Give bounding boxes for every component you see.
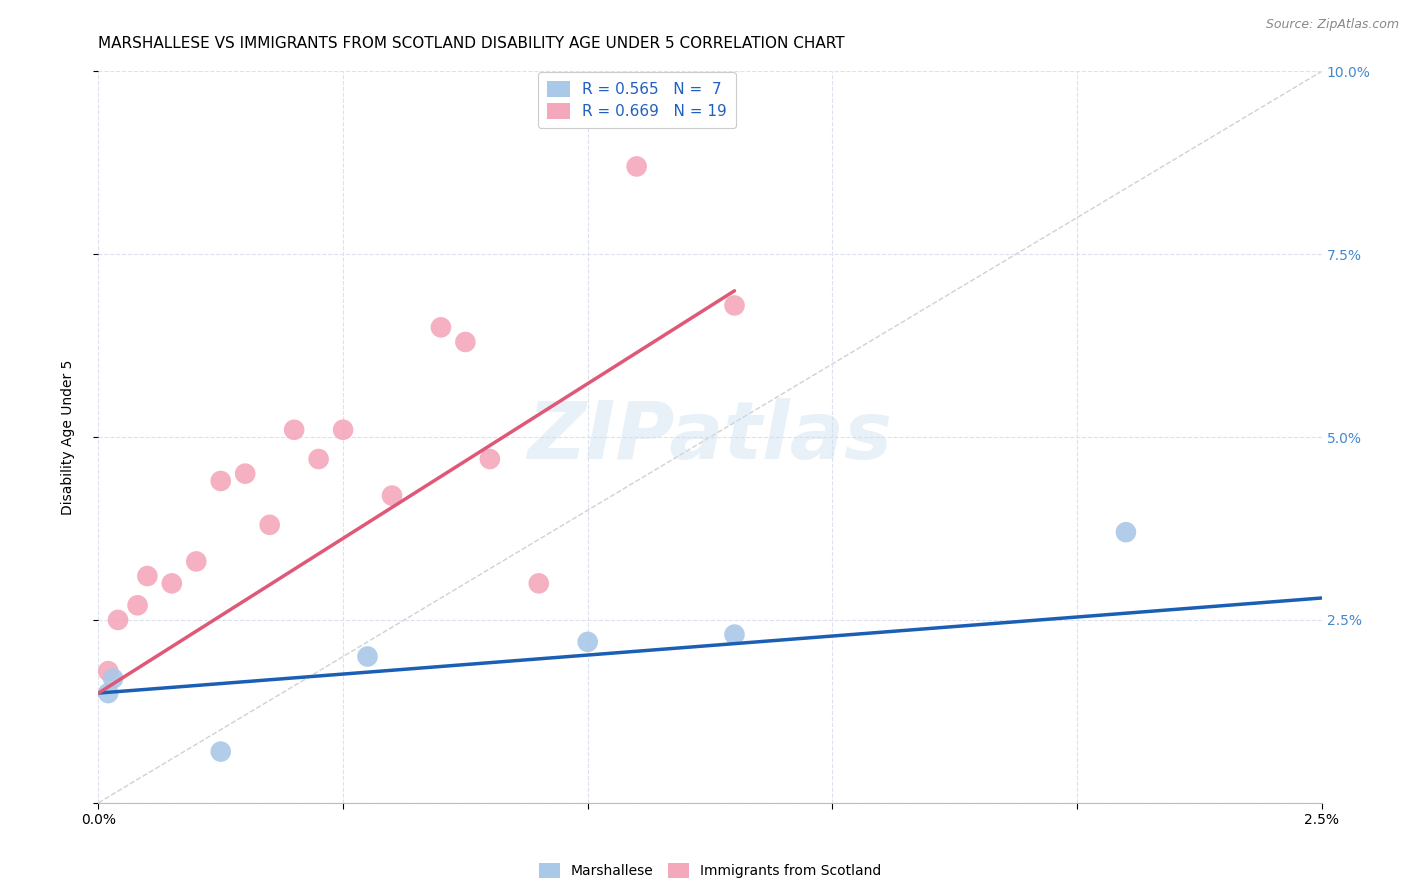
- Point: [97, 686, 120, 700]
- Point: [308, 452, 330, 467]
- Point: [101, 672, 124, 686]
- Point: [527, 576, 550, 591]
- Point: [136, 569, 159, 583]
- Point: [478, 452, 501, 467]
- Point: [209, 474, 232, 488]
- Text: ZIPatlas: ZIPatlas: [527, 398, 893, 476]
- Point: [97, 664, 120, 678]
- Point: [430, 320, 453, 334]
- Point: [160, 576, 183, 591]
- Y-axis label: Disability Age Under 5: Disability Age Under 5: [60, 359, 75, 515]
- Point: [259, 517, 281, 532]
- Point: [283, 423, 305, 437]
- Legend: Marshallese, Immigrants from Scotland: Marshallese, Immigrants from Scotland: [534, 858, 886, 884]
- Point: [233, 467, 256, 481]
- Point: [209, 745, 232, 759]
- Point: [381, 489, 404, 503]
- Point: [454, 334, 477, 349]
- Point: [127, 599, 149, 613]
- Point: [186, 554, 208, 568]
- Text: Source: ZipAtlas.com: Source: ZipAtlas.com: [1265, 18, 1399, 31]
- Point: [723, 627, 745, 641]
- Point: [576, 635, 599, 649]
- Text: MARSHALLESE VS IMMIGRANTS FROM SCOTLAND DISABILITY AGE UNDER 5 CORRELATION CHART: MARSHALLESE VS IMMIGRANTS FROM SCOTLAND …: [98, 36, 845, 51]
- Point: [332, 423, 354, 437]
- Point: [626, 160, 648, 174]
- Point: [723, 298, 745, 312]
- Point: [356, 649, 378, 664]
- Point: [1115, 525, 1137, 540]
- Point: [107, 613, 129, 627]
